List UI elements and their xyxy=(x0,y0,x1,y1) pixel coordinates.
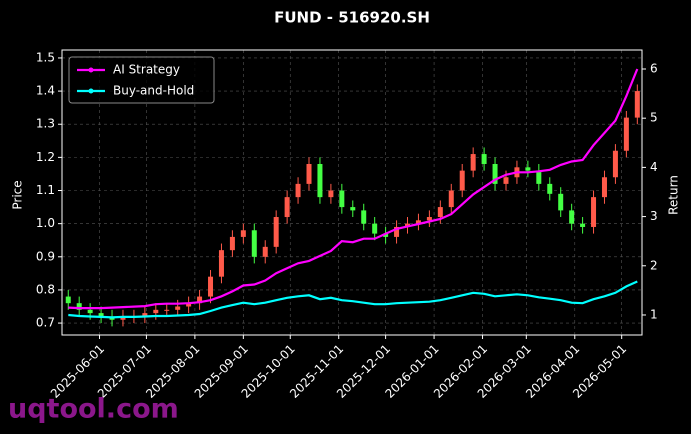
legend-marker xyxy=(88,88,94,94)
y2-axis-label: Return xyxy=(667,175,681,215)
candle-body xyxy=(251,230,257,257)
y-tick-label: 1.1 xyxy=(36,183,55,197)
candle-body xyxy=(372,223,378,234)
candle-body xyxy=(459,170,465,191)
candle-body xyxy=(612,150,618,178)
candle-body xyxy=(240,230,246,237)
candle-body xyxy=(197,296,203,304)
candle-body xyxy=(273,217,279,247)
legend-label: AI Strategy xyxy=(113,63,180,77)
return-line xyxy=(68,280,638,319)
watermark: uqtool.com xyxy=(8,394,179,425)
y-tick-label: 0.9 xyxy=(36,249,55,263)
chart-title: FUND - 516920.SH xyxy=(274,9,430,27)
y2-tick-label: 3 xyxy=(650,209,658,223)
candle-body xyxy=(350,207,356,211)
candle-body xyxy=(634,91,640,118)
candle-body xyxy=(591,197,597,227)
candle-body xyxy=(262,246,268,257)
candle-body xyxy=(426,217,432,221)
y-tick-label: 0.8 xyxy=(36,282,55,296)
plot-frame xyxy=(61,49,643,336)
y2-tick-label: 1 xyxy=(650,307,658,321)
candle-body xyxy=(383,233,389,237)
candle-body xyxy=(415,220,421,224)
y-axis-label: Price xyxy=(11,180,25,209)
candle-body xyxy=(175,306,181,310)
y2-tick-label: 2 xyxy=(650,258,658,272)
candle-body xyxy=(328,190,334,198)
candle-body xyxy=(284,197,290,218)
y-tick-label: 1.4 xyxy=(36,84,55,98)
y-tick-label: 1.5 xyxy=(36,50,55,64)
return-line xyxy=(68,68,639,310)
candle-body xyxy=(437,207,443,218)
candle-body xyxy=(580,223,586,227)
y2-tick-label: 5 xyxy=(650,111,658,125)
y2-tick-label: 4 xyxy=(650,160,658,174)
candle-body xyxy=(120,316,126,320)
candle-body xyxy=(503,177,509,184)
candle-body xyxy=(218,250,224,277)
candle-body xyxy=(536,170,542,184)
legend-box xyxy=(68,56,215,104)
candle-body xyxy=(142,313,148,317)
candle-body xyxy=(295,183,301,198)
candle-body xyxy=(208,276,214,297)
candle-body xyxy=(229,236,235,251)
candle-body xyxy=(547,183,553,194)
candle-body xyxy=(306,164,312,184)
candle-body xyxy=(361,210,367,224)
candle-body xyxy=(481,154,487,164)
y-tick-label: 1.2 xyxy=(36,150,55,164)
candle-body xyxy=(317,164,323,198)
y-tick-label: 0.7 xyxy=(36,316,55,330)
candle-body xyxy=(558,193,564,211)
candle-body xyxy=(153,309,159,314)
candle-body xyxy=(186,303,192,307)
y-tick-label: 1.3 xyxy=(36,117,55,131)
candle-body xyxy=(87,309,93,314)
candle-body xyxy=(339,190,345,208)
candle-body xyxy=(65,296,71,304)
candle-body xyxy=(492,164,498,184)
candle-body xyxy=(394,226,400,237)
candle-body xyxy=(76,303,82,310)
candle-body xyxy=(623,117,629,151)
candle-body xyxy=(525,167,531,171)
y2-tick-label: 6 xyxy=(650,61,658,75)
candle-body xyxy=(164,309,170,311)
candle-body xyxy=(98,313,104,317)
candle-body xyxy=(470,154,476,171)
candle-body xyxy=(569,210,575,224)
legend-label: Buy-and-Hold xyxy=(113,84,194,98)
y-tick-label: 1.0 xyxy=(36,216,55,230)
candle-body xyxy=(448,190,454,208)
candle-body xyxy=(601,177,607,198)
legend-marker xyxy=(88,67,94,73)
